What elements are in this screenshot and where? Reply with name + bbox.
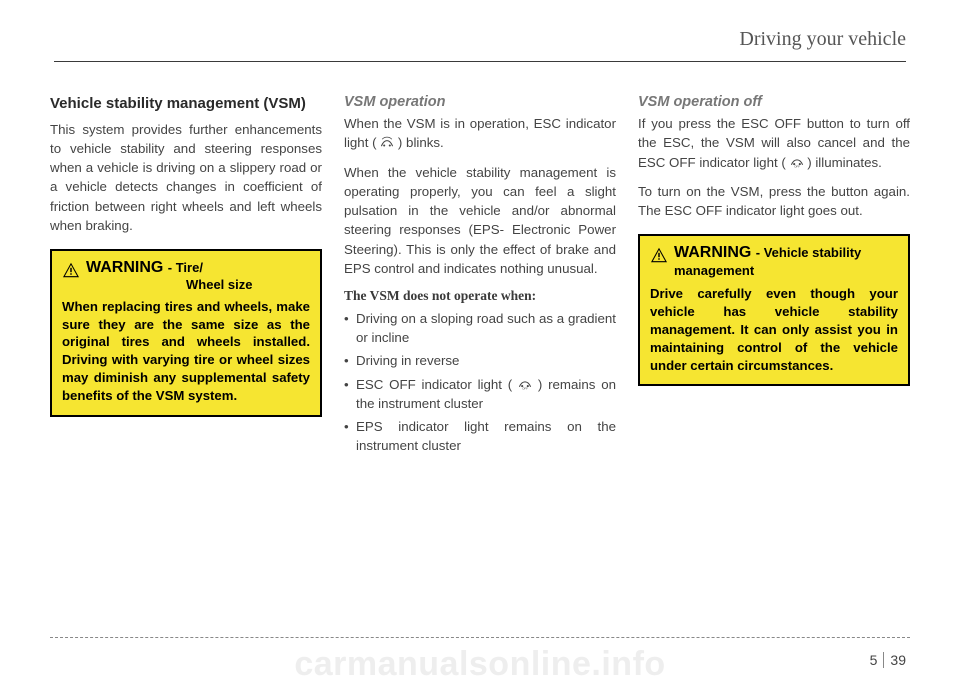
esc-off-indicator-icon: OFF — [518, 378, 532, 390]
warning-tire-wheel: WARNING - Tire/ Wheel size When replacin… — [50, 249, 322, 416]
content-columns: Vehicle stability management (VSM) This … — [50, 94, 910, 465]
warning-triangle-icon — [62, 262, 80, 278]
footer-rule — [50, 637, 910, 638]
header-rule — [54, 61, 906, 62]
vsm-off-para2: To turn on the VSM, press the button aga… — [638, 182, 910, 221]
warning-triangle-icon — [650, 247, 668, 263]
vsm-op-para1: When the VSM is in operation, ESC indica… — [344, 114, 616, 153]
vsm-not-operate-lead: The VSM does not operate when: — [344, 288, 616, 304]
warning-subtitle-1: - Tire/ — [168, 260, 203, 275]
column-2: VSM operation When the VSM is in operati… — [344, 94, 616, 465]
warning-header: WARNING - Vehicle stability management — [650, 244, 898, 280]
list-item: EPS indicator light remains on the instr… — [344, 418, 616, 455]
page-number: 539 — [870, 652, 906, 668]
svg-text:OFF: OFF — [522, 387, 528, 390]
list-item: Driving in reverse — [344, 352, 616, 371]
esc-off-indicator-icon: OFF — [790, 156, 804, 168]
svg-text:OFF: OFF — [794, 164, 800, 167]
warning-vsm: WARNING - Vehicle stability management D… — [638, 234, 910, 386]
vsm-title: Vehicle stability management (VSM) — [50, 94, 322, 114]
warning-label: WARNING — [86, 259, 163, 276]
vsm-op-para2: When the vehicle stability management is… — [344, 163, 616, 279]
vsm-off-para1: If you press the ESC OFF button to turn … — [638, 114, 910, 172]
vsm-not-operate-list: Driving on a sloping road such as a grad… — [344, 310, 616, 455]
list-item: Driving on a sloping road such as a grad… — [344, 310, 616, 347]
column-3: VSM operation off If you press the ESC O… — [638, 94, 910, 465]
warning-body: Drive carefully even though your vehicle… — [650, 285, 898, 374]
esc-indicator-icon — [380, 136, 394, 148]
vsm-operation-title: VSM operation — [344, 94, 616, 110]
column-1: Vehicle stability management (VSM) This … — [50, 94, 322, 465]
vsm-off-title: VSM operation off — [638, 94, 910, 110]
watermark: carmanualsonline.info — [0, 645, 960, 684]
warning-label: WARNING — [674, 244, 751, 261]
warning-body: When replacing tires and wheels, make su… — [62, 298, 310, 405]
warning-header: WARNING - Tire/ Wheel size — [62, 259, 310, 293]
warning-subtitle-2: Wheel size — [86, 277, 310, 293]
vsm-intro-para: This system provides further enhancement… — [50, 120, 322, 236]
list-item: ESC OFF indicator light ( OFF ) remains … — [344, 376, 616, 413]
section-header: Driving your vehicle — [50, 28, 910, 61]
